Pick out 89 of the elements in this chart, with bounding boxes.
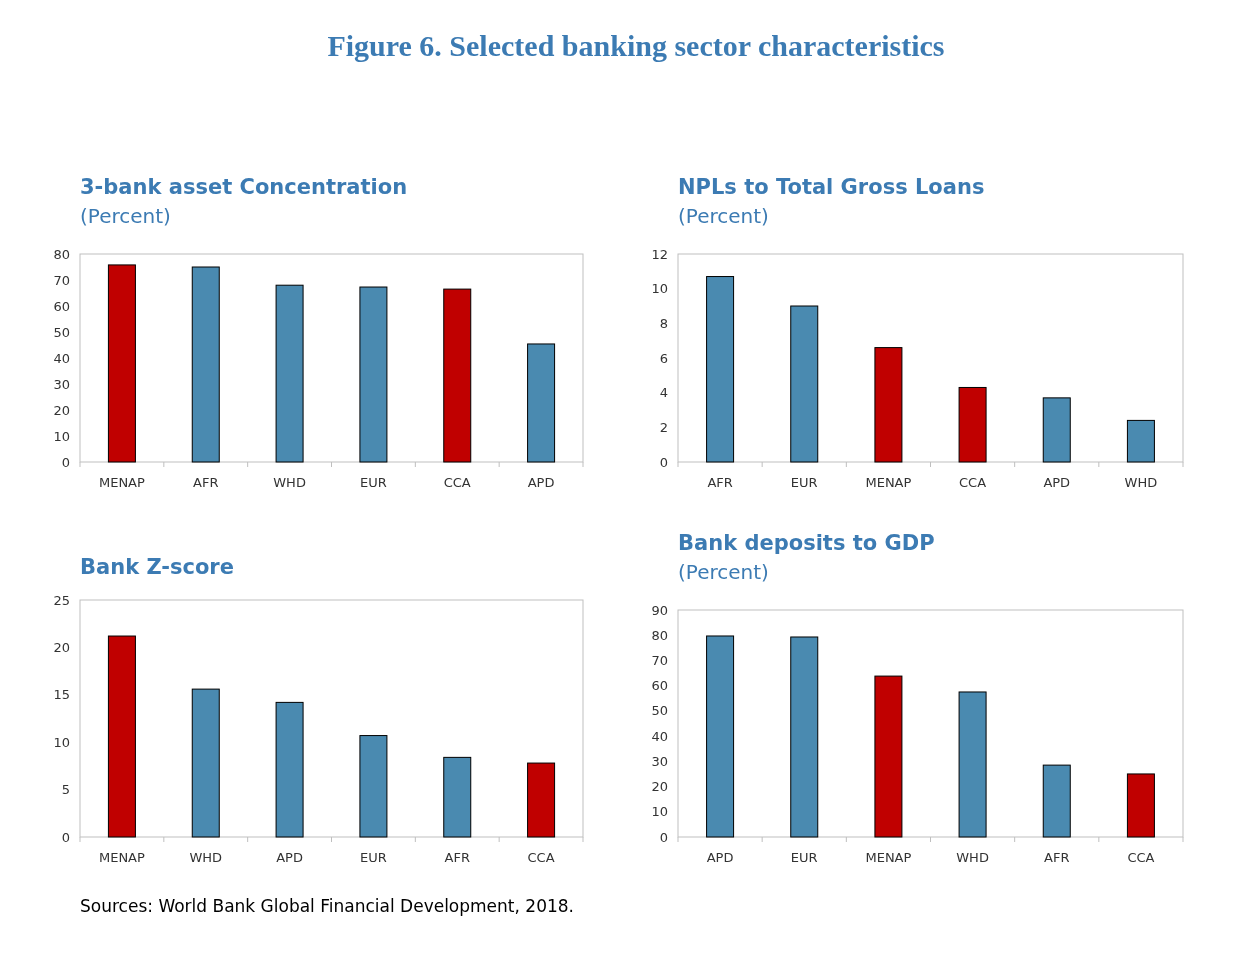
y-tick-label: 60 xyxy=(651,678,668,694)
x-tick-label: CCA xyxy=(959,475,987,490)
y-tick-label: 70 xyxy=(651,652,668,668)
x-tick-label: WHD xyxy=(273,475,306,490)
y-tick-label: 70 xyxy=(53,272,70,288)
x-tick-label: MENAP xyxy=(865,850,912,865)
y-tick-label: 12 xyxy=(651,246,668,262)
x-tick-label: APD xyxy=(527,475,555,490)
y-tick-label: 0 xyxy=(659,829,668,845)
x-tick-label: EUR xyxy=(360,475,387,490)
x-tick-label: CCA xyxy=(527,850,555,865)
y-tick-label: 40 xyxy=(53,350,70,366)
bar xyxy=(1042,764,1071,838)
y-tick-label: 60 xyxy=(53,298,70,314)
x-tick-label: AFR xyxy=(1044,850,1070,865)
x-tick-label: EUR xyxy=(360,850,387,865)
bar xyxy=(107,635,136,838)
x-tick-label: MENAP xyxy=(98,475,146,490)
bar xyxy=(275,284,304,463)
bar xyxy=(191,266,220,463)
x-tick-label: WHD xyxy=(1124,475,1158,490)
bar xyxy=(874,675,903,838)
y-tick-label: 5 xyxy=(61,782,70,798)
bar xyxy=(1126,419,1155,463)
text: Figure 6. Selected banking sector characteristics xyxy=(327,29,945,62)
x-tick-label: APD xyxy=(276,850,303,865)
x-tick-label: EUR xyxy=(790,475,818,490)
y-tick-label: 30 xyxy=(53,376,70,392)
y-tick-label: 30 xyxy=(651,753,668,769)
bar xyxy=(359,286,388,463)
bar xyxy=(706,276,735,463)
y-tick-label: 8 xyxy=(659,315,668,331)
x-tick-label: CCA xyxy=(1127,850,1155,865)
y-tick-label: 20 xyxy=(53,639,70,655)
bar xyxy=(790,305,819,463)
x-tick-label: CCA xyxy=(443,475,471,490)
y-tick-label: 40 xyxy=(651,728,668,744)
x-tick-label: MENAP xyxy=(98,850,146,865)
y-tick-label: 15 xyxy=(53,687,70,703)
bar xyxy=(874,347,903,463)
bar xyxy=(706,635,735,838)
x-tick-label: EUR xyxy=(790,850,818,865)
bar xyxy=(790,636,819,838)
x-tick-label: APD xyxy=(1043,475,1071,490)
bar xyxy=(958,691,987,838)
x-tick-label: AFR xyxy=(444,850,470,865)
x-tick-label: APD xyxy=(706,850,734,865)
bar xyxy=(107,264,136,463)
bar xyxy=(958,386,987,463)
bar xyxy=(527,343,556,463)
chart-subtitle: (Percent) xyxy=(80,204,171,228)
y-tick-label: 2 xyxy=(659,419,668,435)
bar xyxy=(1126,773,1155,838)
y-tick-label: 0 xyxy=(659,454,668,470)
source-note: Sources: World Bank Global Financial Development, 2018. xyxy=(80,896,574,916)
x-tick-label: AFR xyxy=(707,475,733,490)
y-tick-label: 10 xyxy=(53,734,70,750)
x-tick-label: AFR xyxy=(193,475,219,490)
chart-subtitle: (Percent) xyxy=(678,204,769,228)
bar xyxy=(1042,397,1071,463)
bar xyxy=(275,701,304,838)
x-tick-label: MENAP xyxy=(865,475,912,490)
bar xyxy=(359,735,388,838)
y-tick-label: 0 xyxy=(61,454,70,470)
y-tick-label: 50 xyxy=(651,703,668,719)
y-tick-label: 50 xyxy=(53,324,70,340)
y-tick-label: 6 xyxy=(659,350,668,366)
chart-subtitle: (Percent) xyxy=(678,560,769,584)
bar xyxy=(443,288,472,463)
y-tick-label: 0 xyxy=(61,829,70,845)
y-tick-label: 4 xyxy=(659,385,668,401)
y-tick-label: 20 xyxy=(53,402,70,418)
chart-title: Bank Z-score xyxy=(80,555,234,579)
y-tick-label: 25 xyxy=(53,592,70,608)
y-tick-label: 10 xyxy=(651,804,668,820)
chart-title: NPLs to Total Gross Loans xyxy=(678,175,985,199)
y-tick-label: 10 xyxy=(651,281,668,297)
y-tick-label: 80 xyxy=(53,246,70,262)
bar xyxy=(527,762,556,838)
y-tick-label: 80 xyxy=(651,627,668,643)
y-tick-label: 90 xyxy=(651,602,668,618)
bar xyxy=(443,756,472,838)
y-tick-label: 10 xyxy=(53,428,70,444)
chart-title: 3-bank asset Concentration xyxy=(80,175,408,199)
x-tick-label: WHD xyxy=(956,850,989,865)
y-tick-label: 20 xyxy=(651,779,668,795)
chart-title: Bank deposits to GDP xyxy=(678,531,935,555)
x-tick-label: WHD xyxy=(189,850,223,865)
bar xyxy=(191,688,220,838)
